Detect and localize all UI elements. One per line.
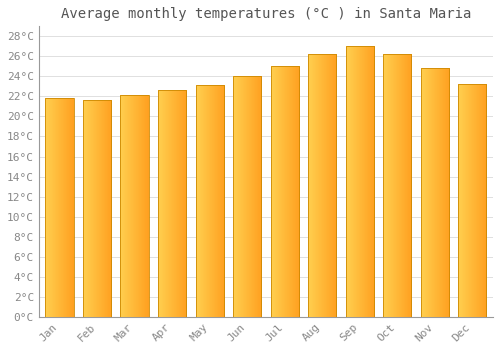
Bar [383,54,412,317]
Bar [458,84,486,317]
Bar [196,85,224,317]
Bar [346,46,374,317]
Bar [83,100,111,317]
Bar [158,90,186,317]
Title: Average monthly temperatures (°C ) in Santa Maria: Average monthly temperatures (°C ) in Sa… [60,7,471,21]
Bar [308,54,336,317]
Bar [120,96,148,317]
Bar [270,66,299,317]
Bar [233,76,261,317]
Bar [46,98,74,317]
Bar [421,68,449,317]
